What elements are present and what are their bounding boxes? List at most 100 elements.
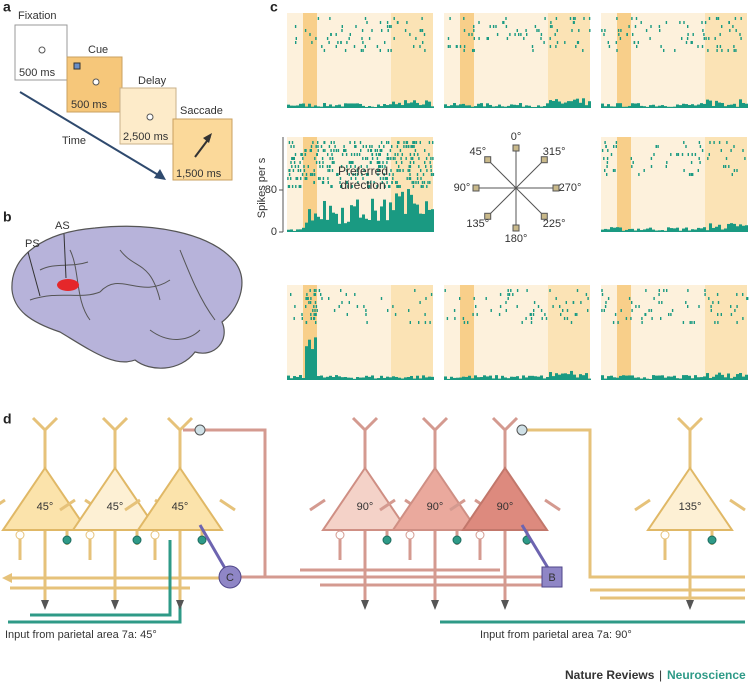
spike [420,177,422,180]
axon [198,524,228,571]
spike [362,49,364,52]
spike [736,305,738,308]
spike [319,165,321,168]
dendrite [309,416,421,512]
direction-label: 270° [559,182,582,194]
spike [378,153,380,156]
spike [305,297,307,300]
spike [297,169,299,172]
spike [712,301,714,304]
spike [631,309,633,312]
spike [703,33,705,36]
spike [424,313,426,316]
spike [467,321,469,324]
spike [356,169,358,172]
spike [317,177,320,180]
histogram-bar [308,103,311,108]
spike [555,17,558,20]
dendrite [0,416,101,512]
spike [315,313,317,316]
histogram-bar [588,378,591,380]
spike [708,297,710,300]
histogram-bar [637,228,640,232]
histogram-bar [371,375,374,380]
spike [463,29,466,32]
spike [313,169,315,172]
histogram-bar [610,106,613,108]
histogram-bar [341,207,344,232]
histogram-bar [540,375,543,380]
spike [523,37,525,40]
spike [309,149,311,152]
histogram-bar [456,377,459,380]
histogram-bar [691,378,694,380]
spike [650,157,653,160]
response-band [391,285,433,380]
spike [615,41,617,44]
target [484,212,492,220]
spike [635,17,638,20]
spike [318,161,321,164]
y-tick-label: 0 [271,226,277,238]
histogram-bar [338,223,341,232]
spike [533,301,536,304]
spike [415,181,417,184]
histogram-bar [425,377,428,380]
spike [459,45,462,48]
spike [473,49,475,52]
spike [733,49,735,52]
histogram-bar [588,101,591,108]
histogram-bar [730,223,733,232]
spike [508,293,511,296]
neuron [136,466,224,531]
spike [295,37,297,40]
histogram-bar [628,375,631,380]
spike [354,293,356,296]
spike [387,141,390,144]
y-tick-label: 80 [265,184,277,196]
spike [371,153,374,156]
spike [456,45,458,48]
spike [362,157,364,160]
histogram-bar [676,378,679,380]
histogram-bar [610,375,613,380]
spike [516,289,519,292]
histogram-bar [715,100,718,108]
histogram-bar [290,378,293,380]
spike [376,185,378,188]
histogram-bar [377,220,380,232]
spike [394,313,397,316]
spike [306,177,308,180]
stage-box [172,118,233,181]
histogram-bar [507,105,510,108]
synapse [132,535,142,545]
histogram-bar [694,105,697,108]
stage-label: Fixation [18,10,57,22]
neuron [391,466,479,531]
histogram-bar [293,230,296,232]
spike [698,157,700,160]
histogram-bar [531,106,534,108]
histogram-bar [643,377,646,380]
histogram-bar [395,376,398,380]
histogram-bar [486,376,489,380]
histogram-bar [362,377,365,380]
histogram-bar [646,106,649,108]
spike [463,321,466,324]
spike [425,157,428,160]
spike [735,49,737,52]
spike [612,321,615,324]
histogram-bar [622,375,625,380]
spike [377,161,380,164]
histogram-bar [667,227,670,232]
histogram-bar [504,106,507,108]
spike [291,185,294,188]
spike [426,169,428,172]
arrow [431,600,439,610]
histogram-bar [570,101,573,108]
spike [313,289,316,292]
spike [668,313,670,316]
spike [327,153,329,156]
spike [292,157,294,160]
dendrite [59,416,171,512]
